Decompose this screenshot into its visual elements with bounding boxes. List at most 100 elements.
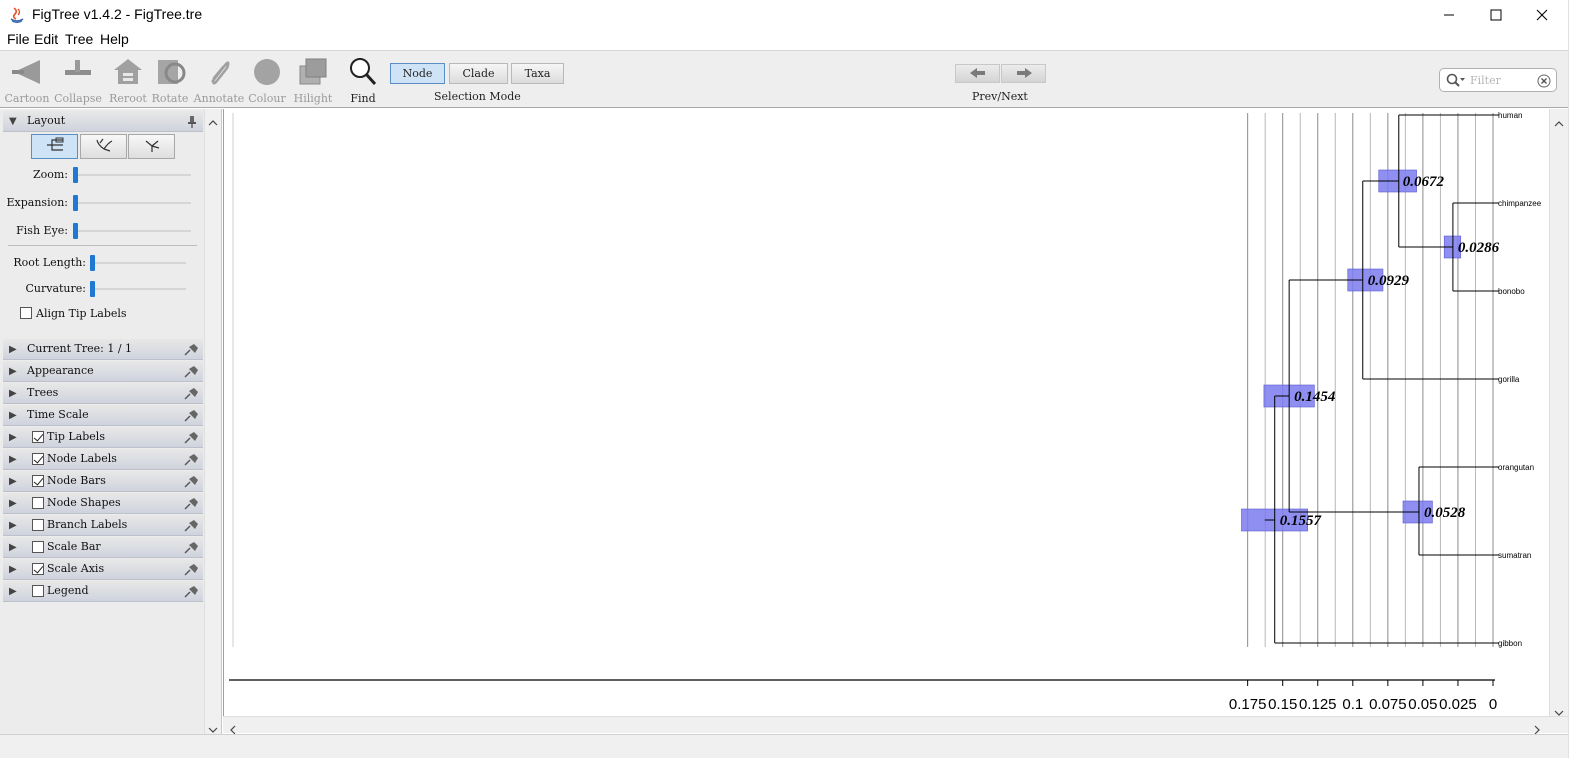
section-node-bars[interactable]: ▶ Node Bars <box>3 471 203 492</box>
pin-icon[interactable] <box>183 386 199 405</box>
section-checkbox[interactable] <box>32 519 44 531</box>
section-checkbox[interactable] <box>32 585 44 597</box>
scroll-up-icon[interactable] <box>1554 113 1564 132</box>
section-checkbox[interactable] <box>32 475 44 487</box>
title-bar: FigTree v1.4.2 - FigTree.tre <box>0 0 1574 30</box>
menu-tree[interactable]: Tree <box>65 31 94 47</box>
section-appearance[interactable]: ▶ Appearance <box>3 361 203 382</box>
pin-icon[interactable] <box>183 364 199 383</box>
section-current-tree-1-1[interactable]: ▶ Current Tree: 1 / 1 <box>3 339 203 360</box>
rotate-button[interactable]: Rotate <box>150 53 190 107</box>
hilight-button[interactable]: Hilight <box>289 53 337 107</box>
scroll-up-icon[interactable] <box>208 112 218 131</box>
mode-taxa-button[interactable]: Taxa <box>511 63 564 84</box>
pin-icon[interactable] <box>183 452 199 471</box>
expansion-slider[interactable] <box>73 195 191 211</box>
pin-icon[interactable] <box>183 342 199 361</box>
panel-scrollbar[interactable] <box>204 109 221 734</box>
mode-clade-button[interactable]: Clade <box>449 63 508 84</box>
section-scale-bar[interactable]: ▶ Scale Bar <box>3 537 203 558</box>
axis-tick-label: 0.125 <box>1299 696 1337 713</box>
scroll-down-icon[interactable] <box>1554 702 1564 721</box>
zoom-slider[interactable] <box>73 167 191 183</box>
annotate-button[interactable]: Annotate <box>193 53 245 107</box>
collapsed-triangle-icon: ▶ <box>9 476 17 487</box>
clear-filter-icon[interactable] <box>1537 73 1551 92</box>
pin-icon[interactable] <box>183 562 199 581</box>
pin-icon[interactable] <box>183 408 199 427</box>
polar-layout-button[interactable] <box>80 134 127 159</box>
menu-help[interactable]: Help <box>100 31 129 47</box>
section-scale-axis[interactable]: ▶ Scale Axis <box>3 559 203 580</box>
section-checkbox[interactable] <box>32 453 44 465</box>
axis-tick-label: 0 <box>1489 696 1497 713</box>
expansion-label: Expansion: <box>6 196 69 209</box>
close-icon[interactable] <box>1519 0 1565 30</box>
polar-tree-icon <box>94 137 114 157</box>
mode-node-button[interactable]: Node <box>390 63 445 84</box>
tip-label: orangutan <box>1498 463 1534 472</box>
scroll-right-icon[interactable] <box>1533 720 1541 739</box>
search-icon <box>1446 73 1466 92</box>
radial-layout-button[interactable] <box>128 134 175 159</box>
next-button[interactable] <box>1001 64 1046 83</box>
rotate-icon <box>153 56 187 92</box>
root-length-slider[interactable] <box>90 255 186 271</box>
pin-icon[interactable] <box>183 496 199 515</box>
rectangular-layout-button[interactable] <box>31 134 78 159</box>
section-checkbox[interactable] <box>32 541 44 553</box>
pin-icon[interactable] <box>183 584 199 603</box>
menu-edit[interactable]: Edit <box>34 31 59 47</box>
horizontal-scrollbar[interactable] <box>223 716 1568 735</box>
section-tip-labels[interactable]: ▶ Tip Labels <box>3 427 203 448</box>
scroll-left-icon[interactable] <box>229 720 237 739</box>
annotate-icon <box>202 56 236 92</box>
collapse-icon <box>61 56 95 92</box>
section-checkbox[interactable] <box>32 431 44 443</box>
section-trees[interactable]: ▶ Trees <box>3 383 203 404</box>
pin-icon[interactable] <box>185 114 199 133</box>
colour-button[interactable]: Colour <box>246 53 288 107</box>
tip-label: human <box>1498 111 1522 120</box>
pin-icon[interactable] <box>183 430 199 449</box>
fisheye-slider[interactable] <box>73 223 191 239</box>
align-tip-labels-checkbox[interactable] <box>20 307 32 319</box>
section-time-scale[interactable]: ▶ Time Scale <box>3 405 203 426</box>
section-branch-labels[interactable]: ▶ Branch Labels <box>3 515 203 536</box>
find-button[interactable]: Find <box>342 53 384 107</box>
minimize-icon[interactable] <box>1426 0 1472 30</box>
tree-canvas[interactable]: human chimpanzee bonobo gorilla orangutan sum… <box>224 109 1550 716</box>
section-node-labels[interactable]: ▶ Node Labels <box>3 449 203 470</box>
collapsed-triangle-icon: ▶ <box>9 498 17 509</box>
vertical-scrollbar[interactable] <box>1549 109 1568 716</box>
prev-button[interactable] <box>955 64 1000 83</box>
pin-icon[interactable] <box>183 474 199 493</box>
menu-file[interactable]: File <box>7 31 30 47</box>
section-label: Trees <box>27 386 59 399</box>
pin-icon[interactable] <box>183 518 199 537</box>
section-label: Scale Bar <box>47 540 101 553</box>
reroot-button[interactable]: Reroot <box>106 53 150 107</box>
section-legend[interactable]: ▶ Legend <box>3 581 203 602</box>
scroll-down-icon[interactable] <box>208 719 218 738</box>
layout-section-header[interactable]: ▼ Layout <box>3 111 203 132</box>
selection-mode-caption: Selection Mode <box>434 90 521 103</box>
filter-input[interactable] <box>1470 72 1530 88</box>
section-checkbox[interactable] <box>32 563 44 575</box>
tree-viewer[interactable]: human chimpanzee bonobo gorilla orangutan sum… <box>223 109 1549 716</box>
axis-tick-label: 0.025 <box>1439 696 1477 713</box>
filter-field[interactable] <box>1439 68 1557 92</box>
hilight-icon <box>296 56 330 92</box>
cartoon-button[interactable]: Cartoon <box>3 53 51 107</box>
collapsed-triangle-icon: ▶ <box>9 564 17 575</box>
window-edge <box>1568 0 1574 758</box>
collapsed-triangle-icon: ▶ <box>9 388 17 399</box>
curvature-slider[interactable] <box>90 281 186 297</box>
pin-icon[interactable] <box>183 540 199 559</box>
section-node-shapes[interactable]: ▶ Node Shapes <box>3 493 203 514</box>
collapse-button[interactable]: Collapse <box>53 53 103 107</box>
rectangular-tree-icon <box>45 137 65 157</box>
maximize-icon[interactable] <box>1473 0 1519 30</box>
section-checkbox[interactable] <box>32 497 44 509</box>
cartoon-label: Cartoon <box>4 92 50 105</box>
